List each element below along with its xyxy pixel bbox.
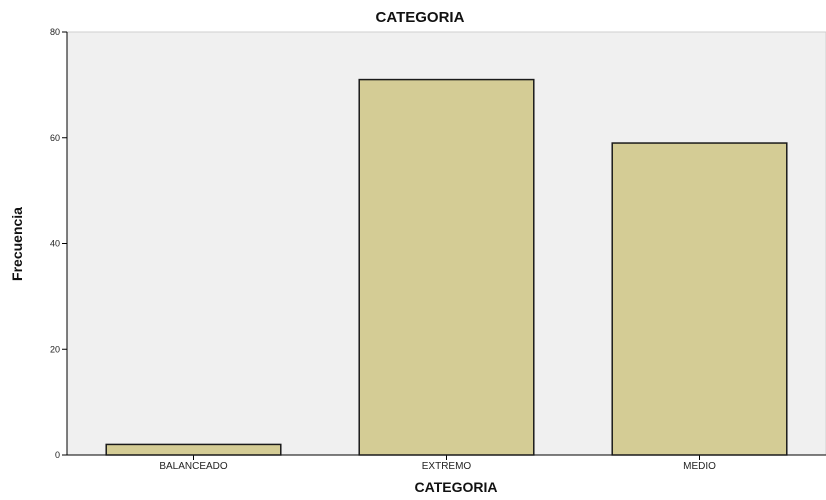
bars-group bbox=[105, 78, 788, 456]
x-tick-label-medio: MEDIO bbox=[683, 461, 716, 472]
x-axis: BALANCEADO EXTREMO MEDIO bbox=[67, 454, 826, 472]
y-tick-label-1: 20 bbox=[50, 344, 60, 354]
chart-title: CATEGORIA bbox=[376, 9, 465, 26]
x-axis-title: CATEGORIA bbox=[415, 479, 498, 495]
bar-medio bbox=[611, 142, 788, 456]
bar-balanceado bbox=[105, 443, 282, 456]
y-axis-title: Frecuencia bbox=[9, 207, 25, 281]
y-axis: 0 20 40 60 80 bbox=[50, 27, 68, 460]
y-tick-label-2: 40 bbox=[50, 239, 60, 249]
x-tick-label-balanceado: BALANCEADO bbox=[159, 461, 228, 472]
y-tick-label-3: 60 bbox=[50, 133, 60, 143]
bar-extremo bbox=[358, 78, 535, 456]
y-tick-label-4: 80 bbox=[50, 27, 60, 37]
x-tick-label-extremo: EXTREMO bbox=[422, 461, 472, 472]
y-tick-label-0: 0 bbox=[55, 450, 60, 460]
